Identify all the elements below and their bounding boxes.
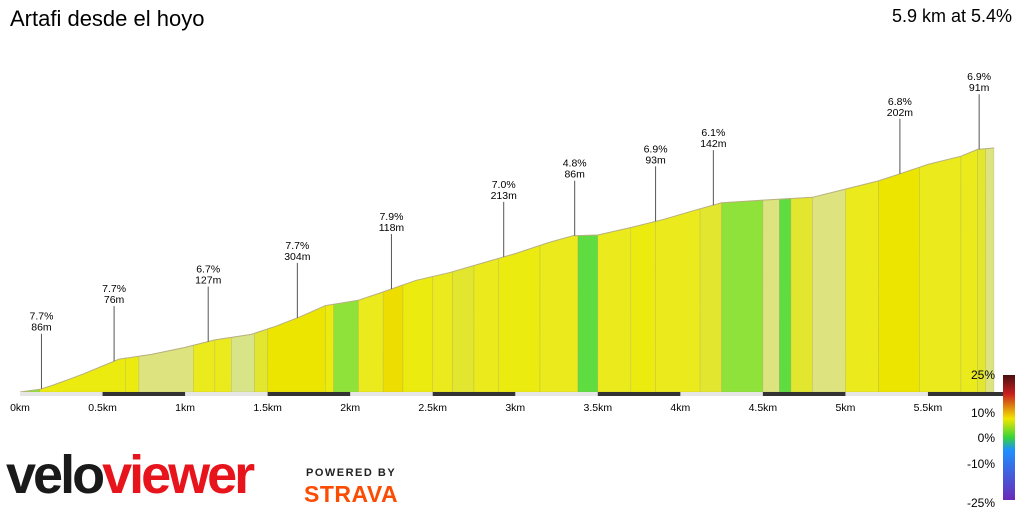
gradient-segment-5 bbox=[214, 337, 232, 393]
gradient-segment-31 bbox=[919, 155, 962, 393]
x-tick-label-5: 2.5km bbox=[418, 402, 447, 414]
gradient-segment-24 bbox=[721, 199, 764, 393]
annotation-gradient-1: 7.7% bbox=[102, 283, 126, 295]
annotation-gradient-9: 6.8% bbox=[888, 96, 912, 108]
climb-summary: 5.9 km at 5.4% bbox=[891, 6, 1012, 26]
axis-band-7 bbox=[597, 392, 681, 396]
legend-label-2: 0% bbox=[978, 431, 996, 445]
x-tick-label-6: 3km bbox=[505, 402, 525, 414]
legend-label-4: -25% bbox=[967, 496, 995, 510]
axis-band-11 bbox=[927, 392, 1011, 396]
gradient-segment-19 bbox=[577, 234, 599, 393]
profile-outline bbox=[19, 147, 995, 393]
x-tick-label-1: 0.5km bbox=[88, 402, 117, 414]
axis-band-3 bbox=[267, 392, 351, 396]
gradient-legend-labels: 25% 10% 0% -10% -25% bbox=[967, 368, 995, 510]
axis-band-9 bbox=[762, 392, 846, 396]
gradient-segment-27 bbox=[790, 196, 813, 393]
gradient-segment-30 bbox=[878, 166, 921, 393]
annotation-gradient-6: 4.8% bbox=[563, 158, 587, 170]
veloviewer-logo[interactable]: veloviewer bbox=[6, 445, 255, 505]
gradient-segments bbox=[19, 147, 995, 393]
x-tick-label-0: 0km bbox=[10, 402, 30, 414]
annotation-length-4: 118m bbox=[379, 222, 405, 234]
gradient-segment-20 bbox=[597, 227, 632, 393]
annotation-gradient-7: 6.9% bbox=[644, 143, 668, 155]
x-tick-label-11: 5.5km bbox=[914, 402, 943, 414]
x-tick-label-8: 4km bbox=[670, 402, 690, 414]
legend-label-3: -10% bbox=[967, 457, 995, 471]
annotation-length-2: 127m bbox=[195, 275, 222, 287]
gradient-segment-17 bbox=[498, 244, 541, 393]
axis-band-1 bbox=[102, 392, 186, 396]
gradient-segment-12 bbox=[382, 284, 404, 393]
annotation-length-1: 76m bbox=[104, 294, 125, 306]
gradient-segment-7 bbox=[254, 328, 268, 393]
annotation-gradient-10: 6.9% bbox=[967, 71, 991, 83]
axis-band-5 bbox=[432, 392, 516, 396]
gradient-segment-10 bbox=[333, 299, 359, 393]
x-tick-label-4: 2km bbox=[340, 402, 360, 414]
gradient-segment-25 bbox=[762, 198, 780, 393]
x-tick-label-3: 1.5km bbox=[253, 402, 282, 414]
annotation-length-6: 86m bbox=[564, 169, 585, 181]
gradient-segment-22 bbox=[655, 208, 701, 393]
gradient-segment-15 bbox=[452, 265, 475, 393]
annotation-gradient-4: 7.9% bbox=[379, 211, 403, 223]
gradient-legend: 25% 10% 0% -10% -25% bbox=[967, 368, 1015, 510]
annotation-length-10: 91m bbox=[969, 82, 990, 94]
annotation-gradient-3: 7.7% bbox=[285, 240, 309, 252]
annotation-length-3: 304m bbox=[284, 251, 311, 263]
gradient-segment-3 bbox=[138, 345, 194, 393]
annotation-gradient-2: 6.7% bbox=[196, 264, 220, 276]
x-tick-label-9: 4.5km bbox=[749, 402, 778, 414]
gradient-segment-23 bbox=[699, 202, 722, 393]
annotation-length-8: 142m bbox=[700, 138, 727, 150]
x-tick-label-2: 1km bbox=[175, 402, 195, 414]
gradient-segment-1 bbox=[39, 357, 127, 393]
x-tick-label-10: 5km bbox=[836, 402, 856, 414]
gradient-segment-11 bbox=[358, 291, 384, 393]
gradient-segment-34 bbox=[985, 147, 995, 393]
legend-label-1: 10% bbox=[971, 406, 995, 420]
annotation-gradient-8: 6.1% bbox=[701, 127, 725, 139]
segment-annotations: 7.7%86m7.7%76m6.7%127m7.7%304m7.9%118m7.… bbox=[29, 71, 991, 389]
legend-label-0: 25% bbox=[971, 368, 995, 382]
gradient-segment-28 bbox=[812, 188, 846, 393]
gradient-legend-bar bbox=[1003, 375, 1015, 500]
gradient-segment-32 bbox=[960, 148, 978, 393]
logo-part-viewer: viewer bbox=[102, 445, 255, 505]
powered-by-label: POWERED BY bbox=[306, 467, 397, 479]
gradient-segment-16 bbox=[473, 257, 500, 393]
gradient-segment-18 bbox=[539, 235, 579, 393]
gradient-segment-29 bbox=[845, 180, 879, 393]
gradient-segment-26 bbox=[779, 198, 792, 393]
climb-title: Artafi desde el hoyo bbox=[10, 6, 205, 31]
gradient-segment-33 bbox=[977, 148, 987, 393]
strava-logo[interactable]: STRAVA bbox=[304, 481, 399, 507]
gradient-segment-6 bbox=[230, 332, 255, 393]
gradient-segment-2 bbox=[125, 355, 140, 393]
gradient-segment-14 bbox=[432, 271, 453, 393]
gradient-segment-13 bbox=[402, 276, 434, 393]
annotation-length-5: 213m bbox=[491, 190, 518, 202]
x-axis-ticks: 0km 0.5km 1km 1.5km 2km 2.5km 3km 3.5km 4km 4.5km… bbox=[10, 392, 1011, 414]
annotation-gradient-0: 7.7% bbox=[29, 311, 53, 323]
logo-part-velo: velo bbox=[6, 445, 105, 505]
x-tick-label-7: 3.5km bbox=[583, 402, 612, 414]
annotation-length-0: 86m bbox=[31, 322, 52, 334]
annotation-length-9: 202m bbox=[887, 107, 914, 119]
gradient-segment-4 bbox=[192, 339, 216, 393]
annotation-gradient-5: 7.0% bbox=[492, 179, 516, 191]
annotation-length-7: 93m bbox=[645, 154, 666, 166]
gradient-segment-9 bbox=[325, 303, 335, 393]
gradient-segment-21 bbox=[630, 220, 656, 393]
